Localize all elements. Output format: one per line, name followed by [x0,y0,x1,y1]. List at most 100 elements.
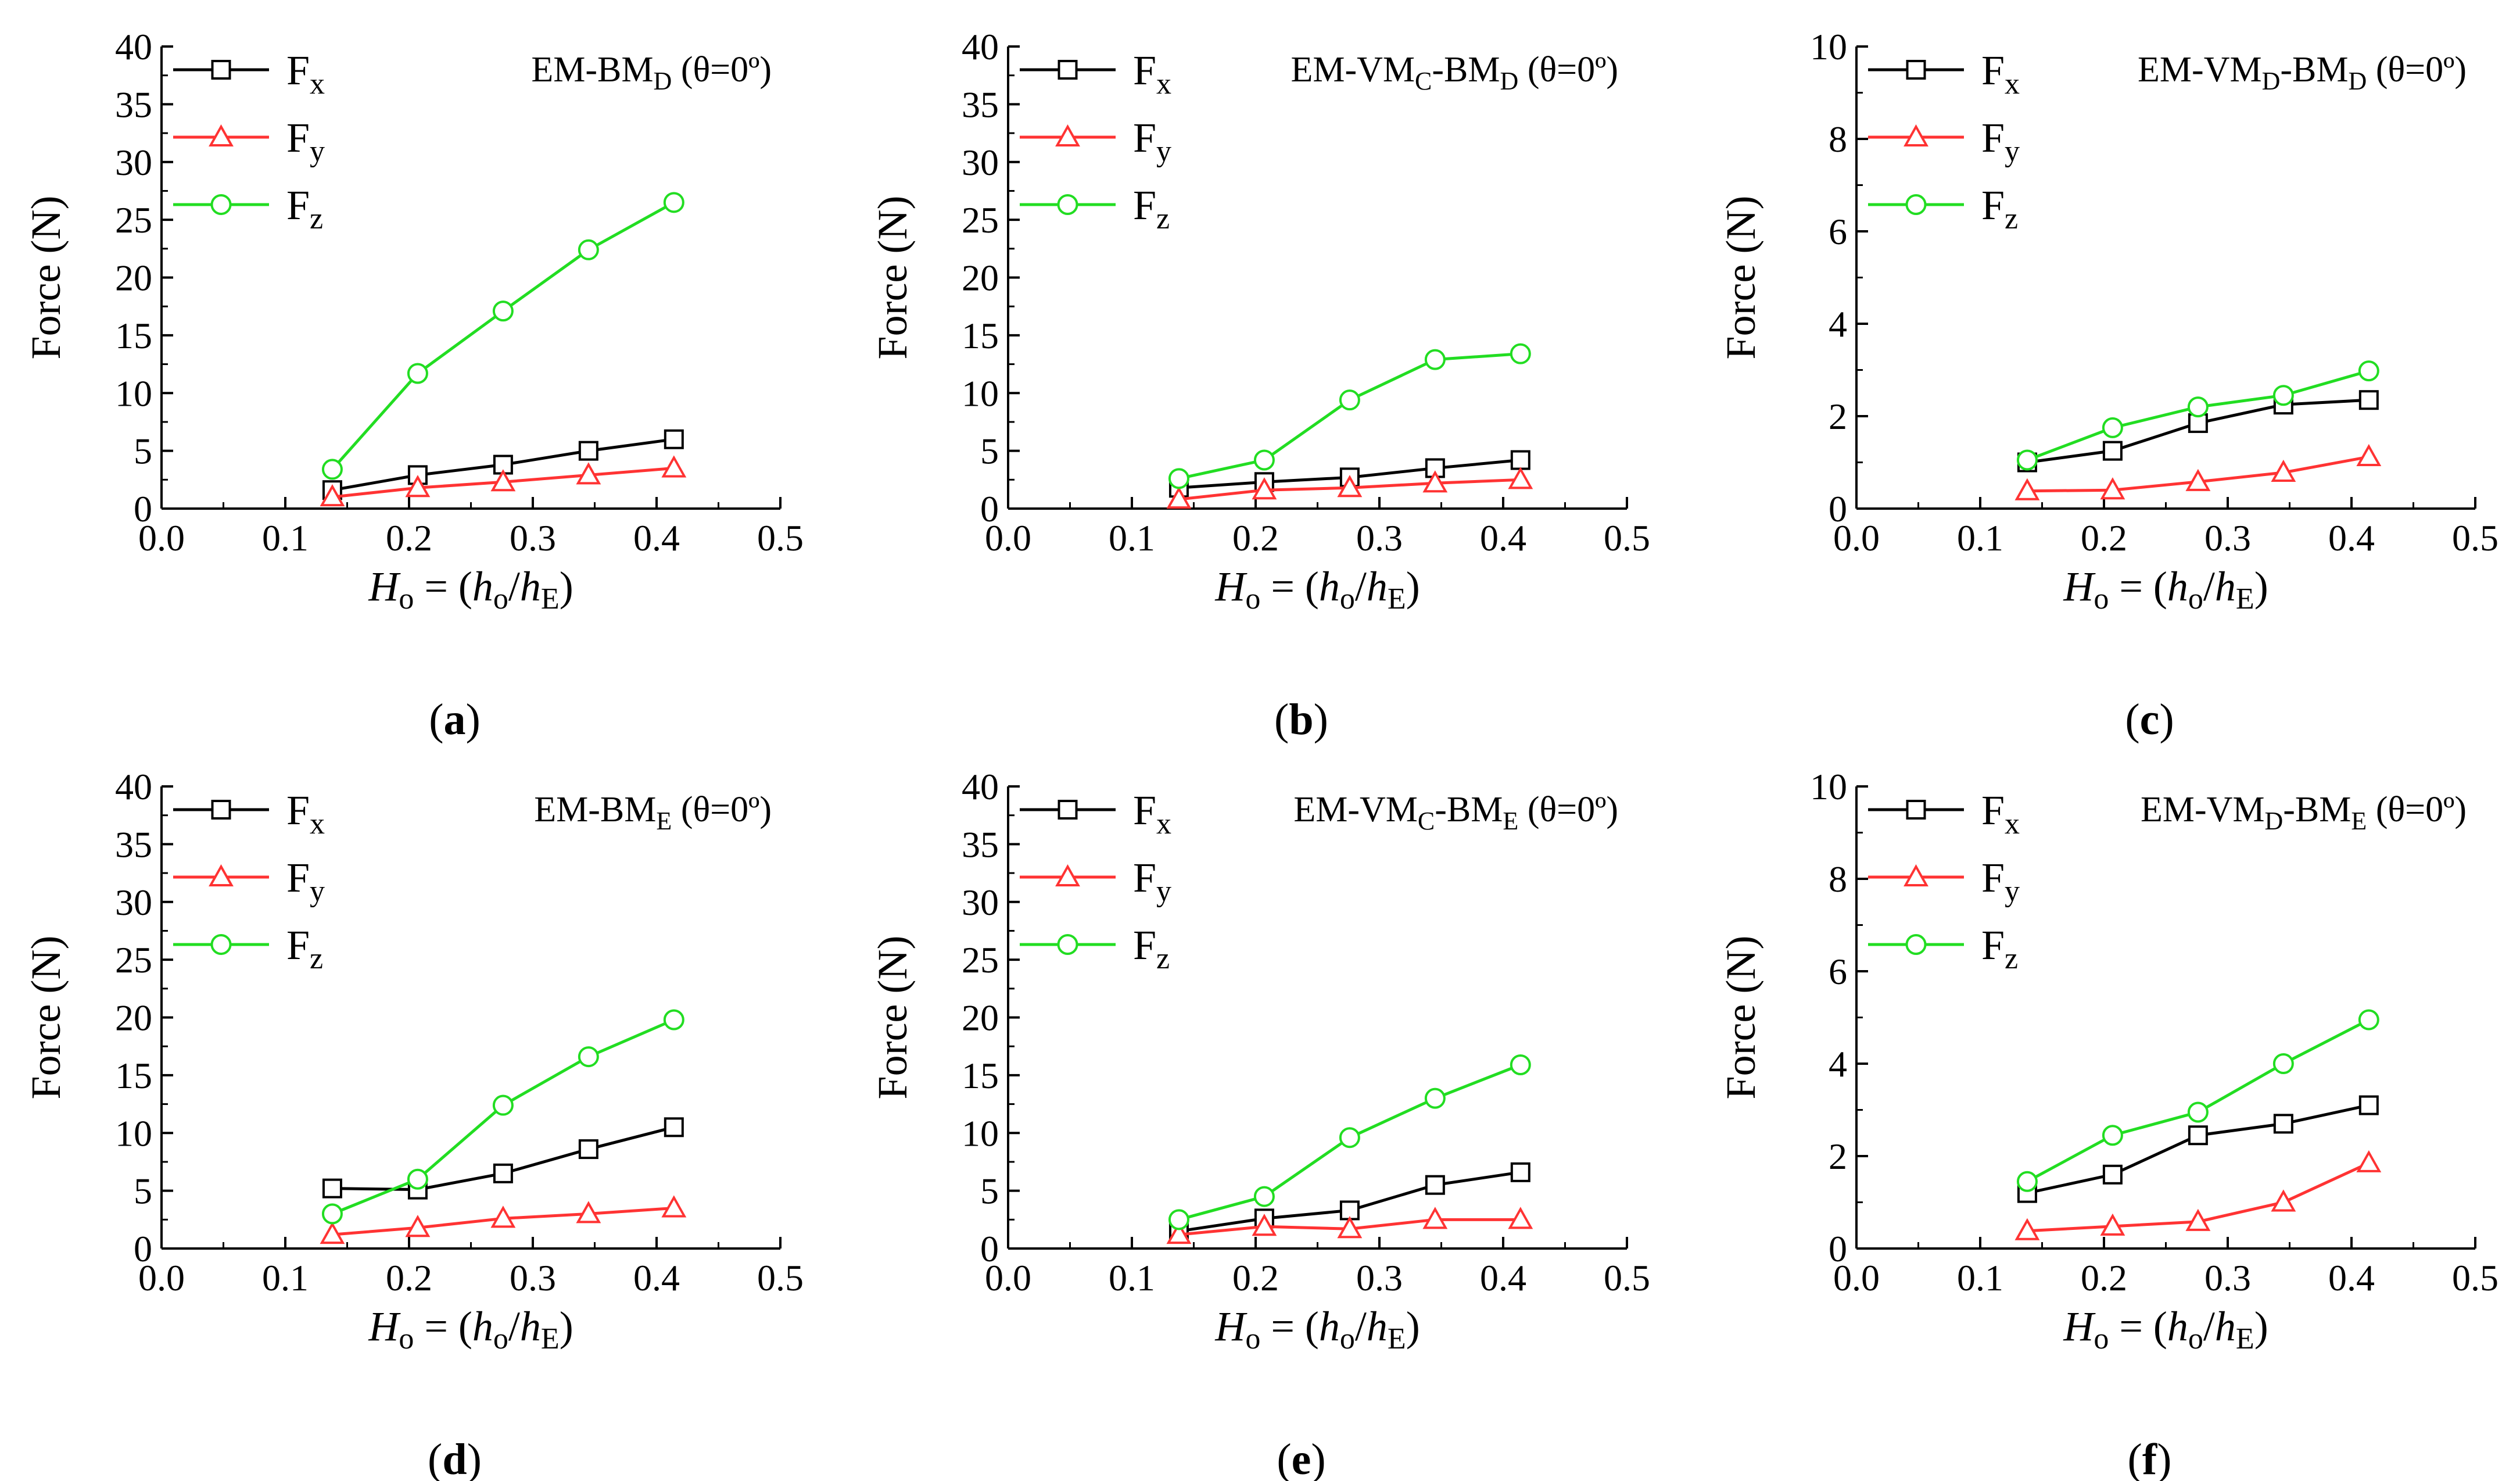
legend-label-Fy: Fy [286,115,325,168]
x-tick-label: 0.2 [1232,1257,1279,1298]
legend-label-Fy: Fy [1981,854,2020,908]
y-axis-title: Force (N) [869,196,916,360]
x-tick-label: 0.0 [1833,517,1880,559]
data-point-Fz [2358,360,2379,382]
legend-marker-Fy [209,864,234,886]
series-line-Fz [331,201,675,471]
x-tick-label: 0.2 [2081,517,2127,559]
data-point-Fx [1425,1175,1445,1195]
data-point-Fx [2188,413,2208,433]
y-tick-label: 10 [1810,766,1847,807]
legend-label-Fx: Fx [1133,47,1171,101]
data-point-Fx [2358,1095,2379,1115]
legend-label-Fz: Fz [286,922,323,975]
x-axis-title: Ho = (ho/hE) [1214,1303,1419,1355]
x-tick-label: 0.3 [1356,517,1403,559]
y-tick-label: 8 [1829,858,1847,900]
chart-title: EM-VMC-BMD (θ=0º) [1291,50,1618,95]
data-point-Fz [492,1094,514,1116]
data-point-Fy [2014,1218,2040,1240]
y-axis-title: Force (N) [1718,196,1764,360]
y-tick-label: 0 [1829,488,1847,530]
data-point-Fx [664,429,684,449]
panel-caption: (e) [1277,1435,1325,1481]
x-tick-label: 0.2 [386,517,432,559]
x-tick-label: 0.3 [510,517,556,559]
data-point-Fy [576,1201,601,1224]
x-axis-title: Ho = (ho/hE) [2063,563,2268,616]
y-tick-label: 35 [115,84,152,125]
panel-caption: (c) [2125,695,2174,744]
data-point-Fy [490,469,516,492]
y-tick-label: 40 [115,26,152,67]
data-point-Fz [1168,468,1189,489]
legend-label-Fz: Fz [1981,182,2018,235]
legend-marker-Fy [1904,864,1928,886]
x-tick-label: 0.1 [1109,1257,1155,1298]
y-tick-label: 15 [115,1055,152,1096]
legend-marker-Fx [1906,60,1926,80]
data-point-Fz [578,1046,599,1068]
y-tick-label: 0 [134,488,152,530]
y-axis-title: Force (N) [23,196,69,360]
legend-label-Fz: Fz [1981,922,2018,975]
y-tick-label: 6 [1829,951,1847,992]
x-tick-label: 0.4 [1480,1257,1526,1298]
chart-panel-f: 0 2 4 6 8 10 0.0 0.1 0.2 0.3 0.4 0.5 Force (N) Ho = (… [1718,766,2499,1481]
legend-label-Fy: Fy [1133,115,1171,168]
legend-label-Fz: Fz [1133,182,1170,235]
data-point-Fz [2187,1101,2209,1123]
data-point-Fy [661,455,687,478]
y-tick-label: 4 [1829,303,1847,345]
data-point-Fy [1252,1214,1277,1236]
x-axis-title: Ho = (ho/hE) [2063,1303,2268,1355]
data-point-Fz [2016,449,2038,471]
data-point-Fz [2358,1009,2379,1031]
data-point-Fz [663,1009,684,1031]
chart-title: EM-VMD-BMD (θ=0º) [2138,50,2467,95]
x-tick-label: 0.5 [2452,1257,2499,1298]
data-point-Fy [320,1222,345,1244]
data-point-Fz [2102,1125,2123,1146]
data-point-Fy [1252,477,1277,500]
y-tick-label: 25 [962,199,999,241]
legend-label-Fz: Fz [1133,922,1170,975]
legend-marker-Fy [1055,864,1080,886]
legend-label-Fy: Fy [1981,115,2020,168]
legend-label-Fz: Fz [286,182,323,235]
data-point-Fy [2185,1208,2211,1231]
legend-marker-Fz [210,934,232,955]
data-point-Fz [2272,1053,2294,1074]
legend-marker-Fx [1058,60,1078,80]
data-point-Fz [2272,385,2294,406]
legend-marker-Fx [211,800,231,820]
data-point-Fy [1508,467,1533,489]
data-point-Fy [1508,1207,1533,1229]
data-point-Fy [1422,470,1448,493]
panel-caption: (a) [429,695,481,744]
data-point-Fy [320,484,345,507]
data-point-Fy [2185,468,2211,491]
y-tick-label: 10 [1810,26,1847,67]
x-tick-label: 0.1 [1957,1257,2003,1298]
y-tick-label: 15 [962,1055,999,1096]
data-point-Fz [1168,1209,1189,1230]
data-point-Fy [2100,1213,2125,1236]
y-tick-label: 5 [134,431,152,472]
y-axis-title: Force (N) [1718,936,1764,1100]
x-tick-label: 0.5 [2452,517,2499,559]
data-point-Fy [1166,486,1192,509]
data-point-Fx [322,1178,342,1199]
data-point-Fx [493,1163,513,1183]
x-tick-label: 0.4 [1480,517,1526,559]
data-point-Fy [661,1195,687,1218]
legend-marker-Fz [1905,194,1927,215]
legend-label-Fx: Fx [286,787,325,840]
data-point-Fz [1424,1088,1446,1109]
y-tick-label: 5 [980,431,999,472]
legend-label-Fx: Fx [1981,47,2020,101]
x-tick-label: 0.4 [2328,1257,2375,1298]
data-point-Fy [490,1205,516,1228]
x-tick-label: 0.5 [757,1257,804,1298]
data-point-Fz [1339,389,1360,411]
